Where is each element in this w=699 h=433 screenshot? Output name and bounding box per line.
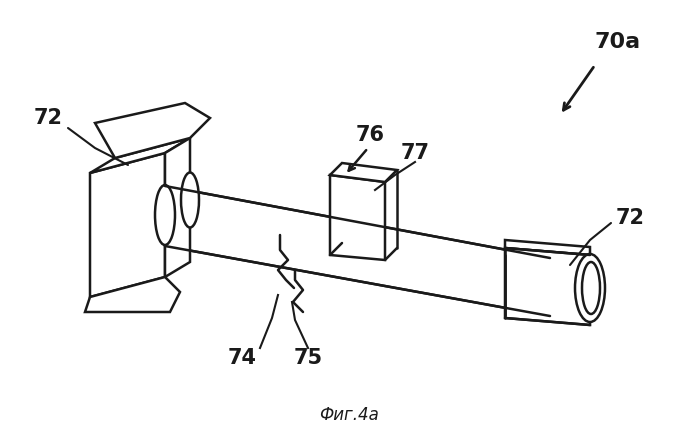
Polygon shape bbox=[505, 240, 590, 255]
Polygon shape bbox=[505, 248, 590, 325]
Polygon shape bbox=[330, 163, 397, 182]
Ellipse shape bbox=[181, 172, 199, 227]
Text: Фиг.4а: Фиг.4а bbox=[319, 406, 379, 424]
Text: 72: 72 bbox=[34, 108, 62, 128]
Polygon shape bbox=[330, 175, 385, 260]
Polygon shape bbox=[90, 153, 165, 297]
Polygon shape bbox=[165, 138, 190, 277]
Ellipse shape bbox=[154, 185, 176, 247]
Text: 70a: 70a bbox=[595, 32, 641, 52]
Polygon shape bbox=[165, 186, 550, 316]
Text: 75: 75 bbox=[294, 348, 322, 368]
Polygon shape bbox=[90, 138, 190, 173]
Ellipse shape bbox=[575, 254, 605, 322]
Text: 77: 77 bbox=[401, 143, 429, 163]
Polygon shape bbox=[95, 103, 210, 158]
Text: 76: 76 bbox=[356, 125, 384, 145]
Text: 72: 72 bbox=[616, 208, 644, 228]
Ellipse shape bbox=[155, 185, 175, 245]
Text: 74: 74 bbox=[227, 348, 257, 368]
Polygon shape bbox=[85, 277, 180, 312]
